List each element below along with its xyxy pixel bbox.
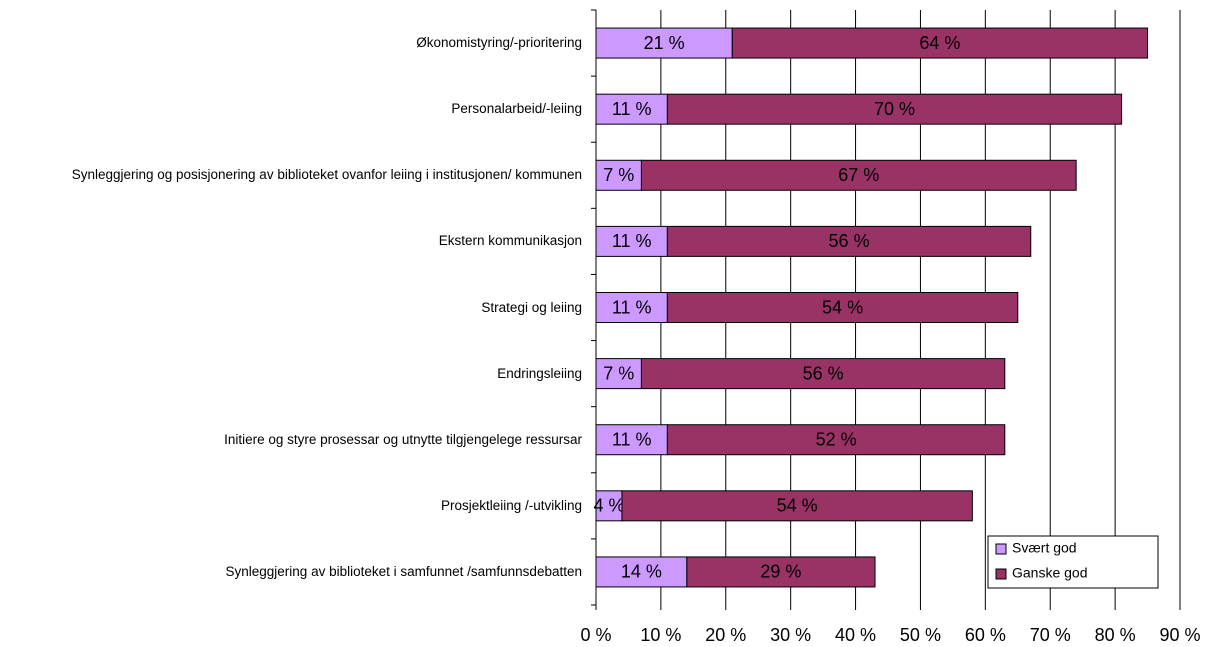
bar [640, 358, 1006, 390]
data-label: 11 % [612, 429, 652, 449]
data-label: 11 % [612, 99, 652, 119]
x-tick-label: 60 % [965, 625, 1006, 645]
x-tick-label: 40 % [835, 625, 876, 645]
legend-box [987, 535, 1159, 589]
data-label: 7 % [603, 363, 634, 383]
data-label: 54 % [777, 496, 818, 516]
bar [666, 292, 1019, 323]
x-tick-label: 20 % [705, 625, 746, 645]
y-tick-label: Endringsleiing [497, 365, 582, 381]
data-label: 54 % [822, 297, 863, 317]
y-tick-label: Synleggjering og posisjonering av biblio… [71, 167, 582, 183]
y-tick-label: Strategi og leiing [481, 299, 582, 315]
data-label: 56 % [803, 363, 844, 383]
legend-label: Ganske god [1012, 565, 1088, 581]
x-tick-label: 90 % [1159, 625, 1200, 645]
data-label: 11 % [612, 231, 652, 251]
bar [595, 424, 668, 456]
bar [595, 225, 668, 257]
legend-label: Svært god [1012, 540, 1077, 556]
bar [666, 93, 1123, 125]
x-tick-label: 30 % [770, 625, 811, 645]
bar [595, 159, 642, 191]
legend-swatch [995, 568, 1007, 580]
data-label: 29 % [760, 562, 801, 582]
data-label: 11 % [612, 297, 652, 317]
data-label: 7 % [603, 165, 634, 185]
y-tick-label: Synleggjering av biblioteket i samfunnet… [225, 563, 582, 579]
bar [595, 93, 668, 125]
data-label: 64 % [919, 33, 960, 53]
data-label: 14 % [621, 562, 662, 582]
x-tick-label: 10 % [640, 625, 681, 645]
data-label: 70 % [874, 99, 915, 119]
bar [621, 490, 973, 522]
y-tick-label: Personalarbeid/-leiing [451, 101, 582, 117]
data-label: 21 % [644, 33, 685, 53]
bar [731, 27, 1149, 59]
bar [666, 424, 1006, 456]
x-tick-label: 70 % [1030, 625, 1071, 645]
bar [595, 490, 623, 522]
y-tick-label: Initiere og styre prosessar og utnytte t… [224, 431, 582, 447]
bar [640, 159, 1077, 191]
x-tick-label: 80 % [1095, 625, 1136, 645]
y-tick-label: Ekstern kommunikasjon [438, 233, 582, 249]
data-label: 52 % [816, 429, 857, 449]
x-tick-label: 50 % [900, 625, 941, 645]
x-tick-label: 0 % [580, 625, 611, 645]
y-tick-label: Økonomistyring/-prioritering [416, 35, 582, 51]
data-label: 56 % [829, 231, 870, 251]
data-label: 67 % [838, 165, 879, 185]
bar [666, 225, 1032, 257]
bar [686, 556, 876, 588]
legend-swatch [995, 543, 1007, 555]
data-label: 4 % [593, 496, 624, 516]
y-tick-label: Prosjektleiing /-utvikling [440, 497, 582, 513]
